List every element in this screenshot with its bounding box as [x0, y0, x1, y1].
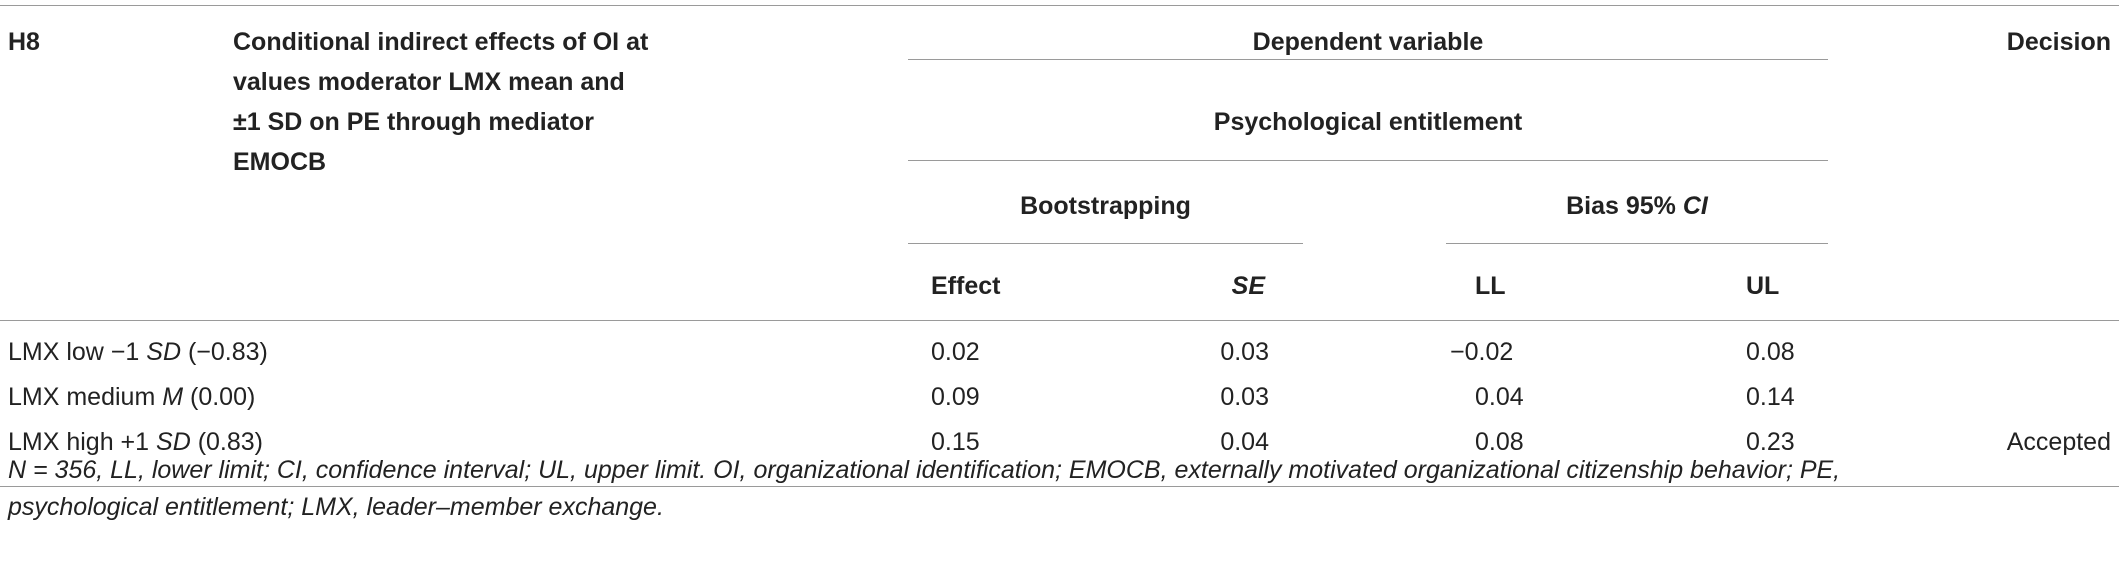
se-cell: 0.03 — [1220, 383, 1269, 411]
row-label: LMX low −1 SD (−0.83) — [8, 338, 268, 366]
bias-ci-header: Bias 95% CI — [1446, 188, 1828, 224]
table-footnote: N = 356, LL, lower limit; CI, confidence… — [8, 452, 2108, 526]
psychological-entitlement-rule — [908, 160, 1828, 161]
col-effect-header: Effect — [931, 272, 1001, 300]
se-cell: 0.03 — [1220, 338, 1269, 366]
se-cell: 0.04 — [1220, 428, 1269, 456]
effect-cell: 0.09 — [931, 383, 980, 411]
ll-cell: −0.02 — [1450, 338, 1514, 366]
bootstrapping-header: Bootstrapping — [1020, 192, 1191, 220]
ul-cell: 0.08 — [1746, 338, 1795, 366]
effect-cell: 0.15 — [931, 428, 980, 456]
description-line: ±1 SD on PE through mediator — [233, 108, 594, 136]
decision-cell: Accepted — [2006, 428, 2111, 456]
row-label: LMX medium M (0.00) — [8, 383, 256, 411]
bias-ci-rule — [1446, 243, 1828, 244]
description-line: Conditional indirect effects of OI at — [233, 28, 649, 56]
table-bottom-rule — [0, 486, 2119, 487]
decision-header: Decision — [2006, 28, 2111, 56]
table-row: LMX medium M (0.00) 0.09 0.03 0.04 0.14 — [0, 379, 2119, 419]
ll-cell: 0.04 — [1475, 383, 1524, 411]
row-label: LMX high +1 SD (0.83) — [8, 428, 264, 456]
description-line: EMOCB — [233, 148, 327, 176]
bootstrapping-rule — [908, 243, 1303, 244]
col-se-header: SE — [1100, 268, 1265, 304]
bias-ci-text: Bias 95% — [1566, 192, 1683, 220]
ul-cell: 0.23 — [1746, 428, 1795, 456]
psychological-entitlement-header: Psychological entitlement — [1213, 108, 1523, 136]
description-line: values moderator LMX mean and — [233, 68, 625, 96]
effect-cell: 0.02 — [931, 338, 980, 366]
bias-ci-italic: CI — [1682, 192, 1708, 220]
header-bottom-rule — [0, 320, 2119, 321]
dependent-variable-rule — [908, 59, 1828, 60]
col-ul-header: UL — [1746, 272, 1780, 300]
ll-cell: 0.08 — [1475, 428, 1524, 456]
hypothesis-label: H8 — [8, 28, 40, 56]
footnote-line: N = 356, LL, lower limit; CI, confidence… — [8, 456, 1841, 484]
dependent-variable-header: Dependent variable — [1252, 28, 1484, 56]
col-se-label: SE — [1231, 272, 1265, 300]
col-ll-header: LL — [1475, 272, 1506, 300]
footnote-line: psychological entitlement; LMX, leader–m… — [8, 493, 664, 521]
ul-cell: 0.14 — [1746, 383, 1795, 411]
table-row: LMX low −1 SD (−0.83) 0.02 0.03 −0.02 0.… — [0, 334, 2119, 374]
table-row: LMX high +1 SD (0.83) 0.15 0.04 0.08 0.2… — [0, 424, 2119, 464]
table-top-rule — [0, 5, 2119, 6]
